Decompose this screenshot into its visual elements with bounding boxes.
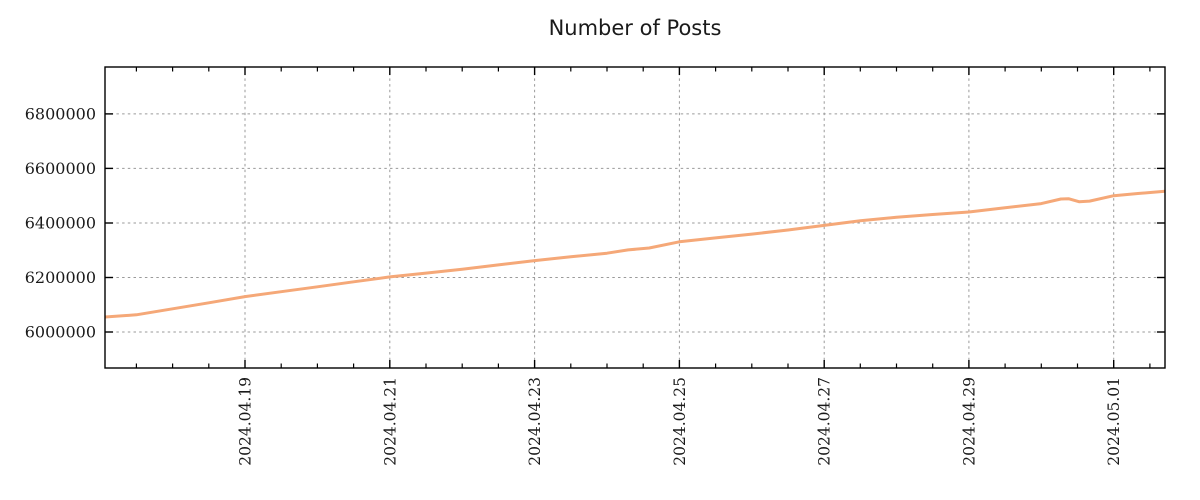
plot-frame: [104, 66, 1166, 369]
x-tick-label: 2024.04.19: [237, 377, 255, 466]
x-tick-label: 2024.04.25: [671, 377, 689, 466]
x-tick-label: 2024.04.29: [960, 377, 978, 466]
y-tick-label: 6400000: [25, 214, 96, 233]
x-tick-label: 2024.04.21: [381, 377, 399, 466]
y-tick-label: 6200000: [25, 268, 96, 287]
x-tick-label: 2024.04.27: [816, 377, 834, 466]
y-tick-label: 6600000: [25, 159, 96, 178]
series-line-number-of-posts: [104, 189, 1166, 319]
x-tick-label: 2024.04.23: [526, 377, 544, 466]
y-tick-label: 6000000: [25, 323, 96, 342]
chart-title: Number of Posts: [548, 16, 722, 40]
x-tick-label: 2024.05.01: [1105, 377, 1123, 466]
y-tick-label: 6800000: [25, 104, 96, 123]
